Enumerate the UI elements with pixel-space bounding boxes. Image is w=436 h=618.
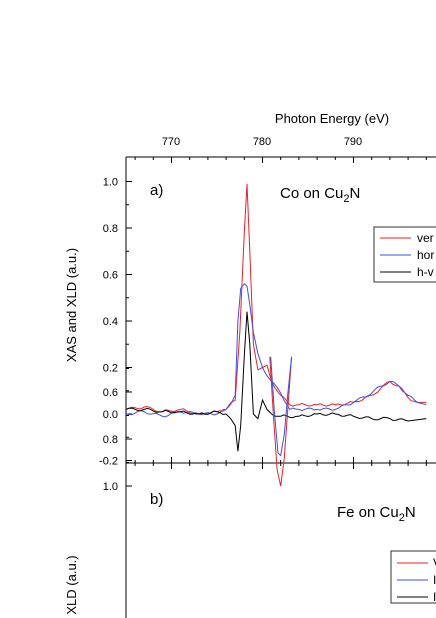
panel-a-annotation: Co on Cu2N: [280, 185, 360, 205]
series-line-a-0: [125, 183, 427, 415]
legend-a-label-hor: hor: [417, 248, 434, 262]
panel-b-ylabel: XLD (a.u.): [64, 555, 79, 614]
y-tick-label: 0.4: [103, 316, 118, 328]
top-tick-label: 780: [253, 136, 271, 148]
series-line-b-0: [269, 356, 293, 487]
top-tick-label: 770: [162, 136, 180, 148]
panel-b: 1.0 0.8 0.6 b) Fe on Cu2N V I I XLD (a.u.): [64, 356, 436, 618]
y-tick-label: 1.0: [103, 177, 118, 189]
panel-b-annotation: Fe on Cu2N: [337, 504, 416, 524]
legend-b: V I I: [390, 550, 436, 604]
series-line-a-1: [125, 283, 427, 418]
panel-a: 1.0 0.8 0.6 0.4 0.2 0.0 -0.2 a) Co on Cu2N ver…: [64, 156, 436, 469]
y-tick-label: 0.0: [103, 409, 118, 421]
legend-a-label-hv: h-v: [417, 265, 434, 279]
panel-b-letter: b): [150, 491, 163, 508]
y-tick-label: 0.2: [103, 363, 118, 375]
legend-a-label-ver: ver: [417, 231, 434, 245]
legend-a: ver hor h-v: [373, 226, 436, 283]
series-line-b-1: [270, 356, 293, 457]
panel-a-letter: a): [150, 182, 163, 199]
y-tick-label: 0.8: [103, 223, 118, 235]
legend-b-box: [390, 550, 436, 604]
legend-b-label-2: I: [433, 573, 436, 587]
panel-a-ylabel: XAS and XLD (a.u.): [64, 248, 79, 362]
top-axis-title: Photon Energy (eV): [275, 111, 389, 126]
y-tick-label: 0.6: [103, 270, 118, 282]
legend-b-label-1: V: [433, 556, 436, 570]
y-tick-label: 1.0: [103, 481, 118, 493]
top-tick-label: 790: [344, 136, 362, 148]
y-tick-label: 0.6: [103, 387, 118, 399]
y-tick-label: -0.2: [99, 456, 118, 468]
y-tick-label: 0.8: [103, 434, 118, 446]
legend-b-label-3: I: [433, 590, 436, 604]
